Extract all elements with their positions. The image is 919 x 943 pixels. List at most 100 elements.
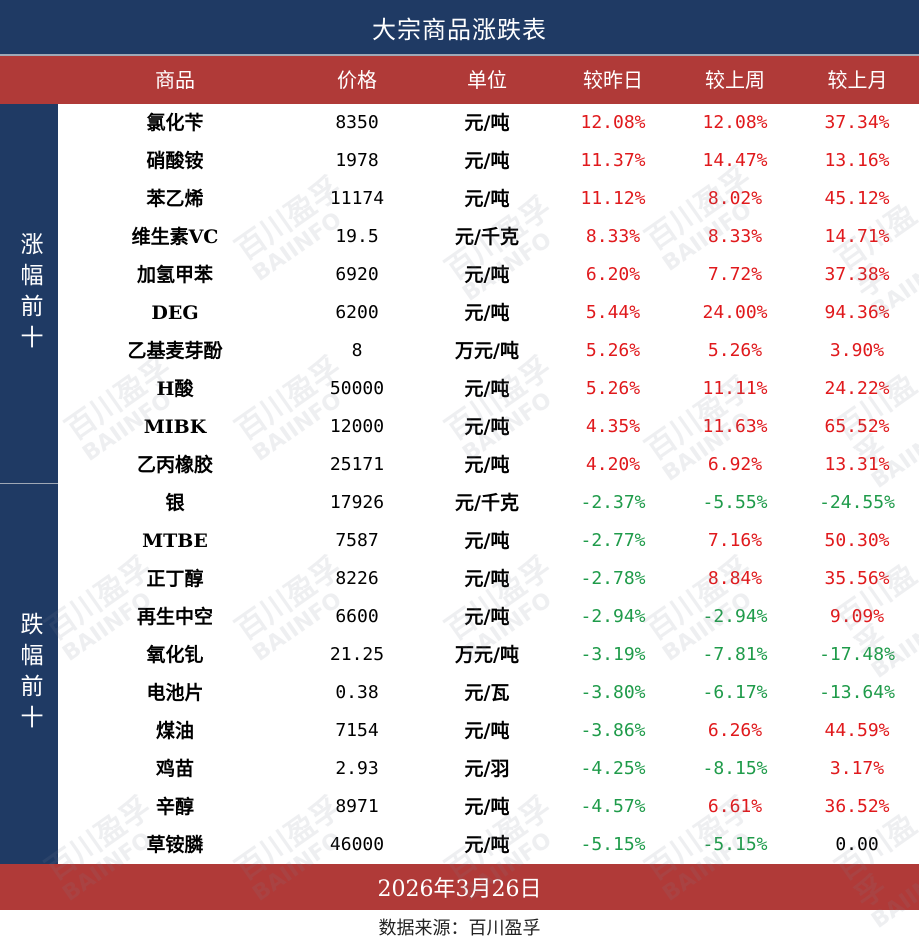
change-vs-last-week: -5.15% — [702, 834, 768, 855]
price-cell: 46000 — [329, 834, 385, 855]
table-row: 银 17926 元/千克 -2.37% -5.55% -24.55% — [58, 484, 919, 522]
change-vs-last-week: 6.26% — [707, 720, 763, 741]
section-label-top-gainers-text: 涨幅前十 — [16, 231, 42, 356]
commodity-name: 苯乙烯 — [146, 188, 204, 210]
commodity-name: 草铵膦 — [146, 834, 204, 856]
commodity-name: H酸 — [156, 378, 194, 400]
change-vs-last-month: 24.22% — [824, 378, 890, 399]
change-vs-last-month: 44.59% — [824, 720, 890, 741]
section-label-top-gainers: 涨幅前十 — [0, 104, 58, 484]
unit-cell: 万元/吨 — [455, 644, 519, 666]
change-vs-yesterday: 11.12% — [580, 188, 646, 209]
change-vs-last-week: -7.81% — [702, 644, 768, 665]
header-vs-last-month: 较上月 — [827, 68, 888, 92]
commodity-name: 鸡苗 — [155, 758, 194, 780]
unit-cell: 元/吨 — [464, 150, 510, 172]
unit-cell: 元/吨 — [464, 568, 510, 590]
unit-cell: 元/吨 — [464, 188, 510, 210]
report-date-text: 2026年3月26日 — [377, 877, 542, 902]
price-cell: 7587 — [335, 530, 379, 551]
price-cell: 12000 — [329, 416, 385, 437]
change-vs-last-week: 6.61% — [707, 796, 763, 817]
price-cell: 50000 — [329, 378, 385, 399]
table-row: 再生中空 6600 元/吨 -2.94% -2.94% 9.09% — [58, 598, 919, 636]
change-vs-yesterday: -2.77% — [580, 530, 646, 551]
commodity-name: DEG — [151, 302, 199, 324]
change-vs-last-week: 12.08% — [702, 112, 768, 133]
change-vs-last-month: 9.09% — [829, 606, 885, 627]
change-vs-last-month: 3.90% — [829, 340, 885, 361]
price-cell: 6920 — [335, 264, 379, 285]
table-title-text: 大宗商品涨跌表 — [372, 15, 547, 44]
table-body: 氯化苄 8350 元/吨 12.08% 12.08% 37.34% 硝酸铵 1978 元/吨 11… — [58, 104, 919, 864]
change-vs-last-month: 45.12% — [824, 188, 890, 209]
change-vs-last-month: 0.00 — [835, 834, 879, 855]
change-vs-yesterday: -3.19% — [580, 644, 646, 665]
unit-cell: 万元/吨 — [455, 340, 519, 362]
change-vs-last-week: 8.33% — [707, 226, 763, 247]
commodity-name: 煤油 — [155, 720, 194, 742]
change-vs-last-month: 13.16% — [824, 150, 890, 171]
table-row: 鸡苗 2.93 元/羽 -4.25% -8.15% 3.17% — [58, 750, 919, 788]
unit-cell: 元/吨 — [464, 264, 510, 286]
commodity-name: 正丁醇 — [146, 568, 204, 590]
table-row: 维生素VC 19.5 元/千克 8.33% 8.33% 14.71% — [58, 218, 919, 256]
change-vs-last-week: 8.84% — [707, 568, 763, 589]
change-vs-last-month: -17.48% — [819, 644, 895, 665]
unit-cell: 元/吨 — [464, 112, 510, 134]
price-cell: 8226 — [335, 568, 379, 589]
table-row: 正丁醇 8226 元/吨 -2.78% 8.84% 35.56% — [58, 560, 919, 598]
commodity-name: 电池片 — [146, 682, 204, 704]
table-row: 氧化钆 21.25 万元/吨 -3.19% -7.81% -17.48% — [58, 636, 919, 674]
change-vs-last-month: 50.30% — [824, 530, 890, 551]
price-cell: 2.93 — [335, 758, 379, 779]
table-row: DEG 6200 元/吨 5.44% 24.00% 94.36% — [58, 294, 919, 332]
price-cell: 17926 — [329, 492, 385, 513]
unit-cell: 元/羽 — [464, 758, 510, 780]
commodity-name: 乙丙橡胶 — [136, 454, 213, 476]
change-vs-last-week: -5.55% — [702, 492, 768, 513]
table-row: 硝酸铵 1978 元/吨 11.37% 14.47% 13.16% — [58, 142, 919, 180]
change-vs-last-month: 37.38% — [824, 264, 890, 285]
table-row: 氯化苄 8350 元/吨 12.08% 12.08% 37.34% — [58, 104, 919, 142]
change-vs-yesterday: 4.20% — [585, 454, 641, 475]
change-vs-last-month: -13.64% — [819, 682, 895, 703]
unit-cell: 元/千克 — [455, 226, 519, 248]
price-cell: 19.5 — [335, 226, 379, 247]
commodity-name: 辛醇 — [155, 796, 194, 818]
change-vs-last-week: -2.94% — [702, 606, 768, 627]
change-vs-last-week: 8.02% — [707, 188, 763, 209]
unit-cell: 元/吨 — [464, 796, 510, 818]
table-row: MTBE 7587 元/吨 -2.77% 7.16% 50.30% — [58, 522, 919, 560]
change-vs-last-week: 11.63% — [702, 416, 768, 437]
change-vs-yesterday: -2.94% — [580, 606, 646, 627]
price-cell: 8 — [351, 340, 363, 361]
change-vs-yesterday: 8.33% — [585, 226, 641, 247]
commodity-name: 加氢甲苯 — [136, 264, 213, 286]
header-unit: 单位 — [467, 68, 507, 92]
change-vs-yesterday: 5.44% — [585, 302, 641, 323]
change-vs-last-week: 6.92% — [707, 454, 763, 475]
table-title: 大宗商品涨跌表 — [0, 0, 919, 56]
change-vs-yesterday: -4.25% — [580, 758, 646, 779]
change-vs-last-week: 7.16% — [707, 530, 763, 551]
unit-cell: 元/吨 — [464, 530, 510, 552]
data-source-text: 数据来源：百川盈孚 — [378, 917, 541, 939]
price-cell: 11174 — [329, 188, 385, 209]
commodity-name: 乙基麦芽酚 — [127, 340, 223, 362]
header-commodity: 商品 — [155, 68, 195, 92]
change-vs-yesterday: 12.08% — [580, 112, 646, 133]
commodity-name: 硝酸铵 — [146, 150, 204, 172]
table-row: 辛醇 8971 元/吨 -4.57% 6.61% 36.52% — [58, 788, 919, 826]
change-vs-yesterday: -4.57% — [580, 796, 646, 817]
commodity-name: 再生中空 — [136, 606, 213, 628]
change-vs-yesterday: 6.20% — [585, 264, 641, 285]
unit-cell: 元/吨 — [464, 720, 510, 742]
change-vs-last-week: 24.00% — [702, 302, 768, 323]
unit-cell: 元/吨 — [464, 834, 510, 856]
commodity-name: 银 — [165, 492, 185, 514]
unit-cell: 元/瓦 — [464, 682, 510, 704]
change-vs-last-month: 14.71% — [824, 226, 890, 247]
price-cell: 0.38 — [335, 682, 379, 703]
change-vs-last-week: -6.17% — [702, 682, 768, 703]
